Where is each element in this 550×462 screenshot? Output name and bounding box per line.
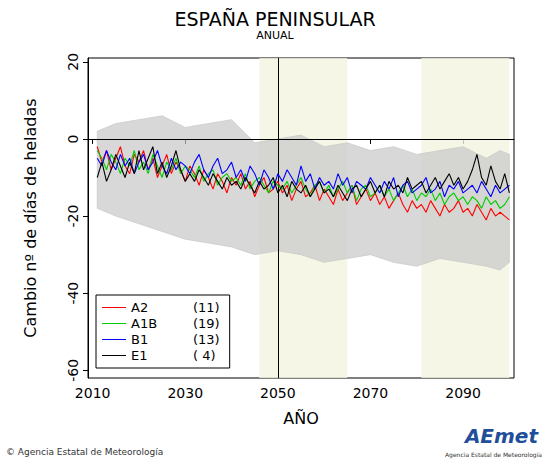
svg-text:E1: E1	[131, 348, 148, 363]
svg-text:2070: 2070	[353, 385, 389, 401]
svg-text:ESPAÑA PENINSULAR: ESPAÑA PENINSULAR	[174, 8, 375, 30]
svg-text:2090: 2090	[445, 385, 481, 401]
svg-text:2030: 2030	[167, 385, 203, 401]
svg-text:(19): (19)	[193, 316, 220, 331]
svg-text:-60: -60	[65, 359, 81, 382]
svg-text:Agencia Estatal de Meteorologí: Agencia Estatal de Meteorología	[445, 451, 542, 459]
svg-text:ANUAL: ANUAL	[256, 29, 294, 42]
svg-text:2010: 2010	[75, 385, 111, 401]
svg-text:( 4): ( 4)	[193, 348, 216, 363]
svg-text:(13): (13)	[193, 332, 220, 347]
svg-text:0: 0	[65, 135, 81, 144]
svg-text:-40: -40	[65, 282, 81, 305]
svg-text:20: 20	[65, 53, 81, 71]
svg-text:AÑO: AÑO	[283, 409, 319, 428]
svg-text:Cambio nº de días de heladas: Cambio nº de días de heladas	[21, 98, 40, 337]
svg-text:B1: B1	[131, 332, 148, 347]
svg-text:A1B: A1B	[131, 316, 157, 331]
svg-text:-20: -20	[65, 205, 81, 228]
svg-text:© Agencia Estatal de Meteorolo: © Agencia Estatal de Meteorología	[6, 447, 163, 457]
svg-text:AEmet: AEmet	[463, 424, 540, 448]
svg-text:2050: 2050	[260, 385, 296, 401]
svg-text:(11): (11)	[193, 300, 220, 315]
svg-text:A2: A2	[131, 300, 148, 315]
